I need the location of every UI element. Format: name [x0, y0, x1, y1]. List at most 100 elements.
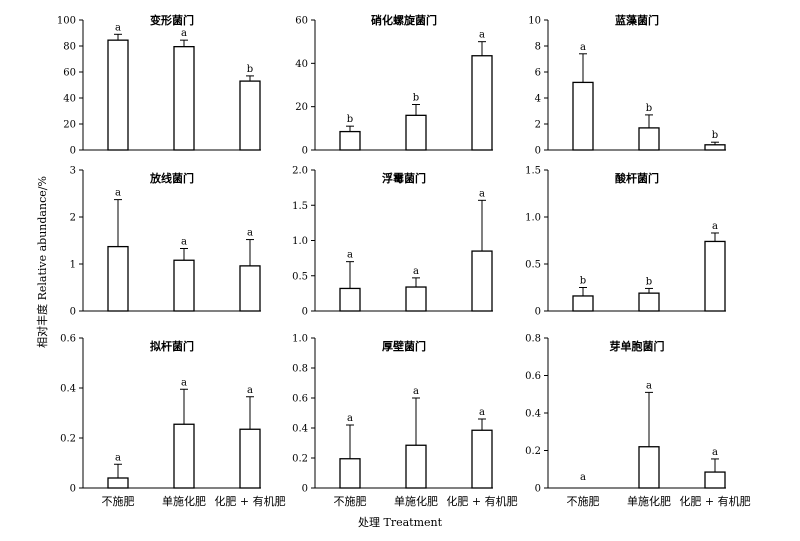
bar	[405, 114, 427, 151]
y-tick-label: 6	[535, 68, 541, 79]
panel-8: 0 0.2 0.4 0.6 0.8 1.0 厚壁菌门 a 不施肥 a 单施化肥 a 化肥 + 有机肥	[292, 334, 518, 509]
y-tick-label: 1.5	[292, 201, 308, 212]
panel-3: 0 2 4 6 8 10 蓝藻菌门 a b b	[528, 13, 726, 157]
panel-title: 拟杆菌门	[150, 339, 194, 353]
significance-letter: a	[115, 452, 121, 463]
significance-letter: a	[347, 413, 353, 424]
y-tick-label: 40	[63, 94, 76, 105]
y-tick-label: 4	[535, 94, 541, 105]
significance-letter: a	[413, 386, 419, 397]
y-tick-label: 0	[70, 146, 76, 157]
category-label: 不施肥	[567, 495, 600, 508]
significance-letter: a	[479, 30, 485, 41]
y-tick-label: 8	[535, 42, 541, 53]
y-tick-label: 0.8	[525, 334, 541, 345]
panel-5: 0 0.5 1.0 1.5 2.0 浮霉菌门 a a a	[292, 166, 493, 318]
panel-7: 0 0.2 0.4 0.6 拟杆菌门 a 不施肥 a 单施化肥 a 化肥 + 有机肥	[60, 334, 286, 509]
y-tick-label: 1	[70, 260, 76, 271]
bar	[704, 471, 726, 489]
y-tick-label: 20	[63, 120, 76, 131]
significance-letter: b	[247, 64, 253, 75]
y-tick-label: 1.0	[292, 236, 308, 247]
y-tick-label: 0.6	[60, 334, 76, 345]
bar	[638, 292, 660, 312]
bar	[107, 39, 129, 151]
bar	[173, 259, 195, 312]
significance-letter: a	[712, 221, 718, 232]
bar	[638, 127, 660, 151]
significance-letter: a	[247, 228, 253, 239]
bar	[107, 245, 129, 312]
y-tick-label: 0.6	[525, 371, 541, 382]
category-label: 不施肥	[102, 495, 135, 508]
bar	[339, 287, 361, 312]
panel-title: 放线菌门	[149, 171, 194, 185]
y-tick-label: 0.4	[292, 424, 308, 435]
y-tick-label: 0.2	[525, 446, 541, 457]
y-tick-label: 0	[70, 484, 76, 495]
y-tick-label: 20	[295, 102, 308, 113]
y-tick-label: 0	[535, 307, 541, 318]
y-tick-label: 0.5	[525, 260, 541, 271]
significance-letter: b	[646, 103, 652, 114]
y-tick-label: 60	[295, 16, 308, 27]
significance-letter: a	[181, 377, 187, 388]
panel-title: 变形菌门	[150, 13, 194, 27]
panel-4: 0 1 2 3 放线菌门 a a a	[70, 166, 261, 318]
significance-letter: a	[712, 447, 718, 458]
y-tick-label: 40	[295, 59, 308, 70]
panel-title: 芽单胞菌门	[610, 339, 665, 353]
category-label: 单施化肥	[627, 494, 671, 508]
category-label: 化肥 + 有机肥	[679, 494, 750, 508]
category-label: 化肥 + 有机肥	[446, 494, 517, 508]
bar	[339, 458, 361, 489]
y-tick-label: 2	[70, 213, 76, 224]
bar	[239, 428, 261, 489]
category-label: 单施化肥	[162, 494, 206, 508]
y-tick-label: 1.0	[525, 213, 541, 224]
y-tick-label: 0	[302, 484, 308, 495]
bar	[471, 55, 493, 151]
y-tick-label: 0	[535, 146, 541, 157]
bar	[173, 46, 195, 151]
significance-letter: a	[115, 22, 121, 33]
panel-title: 蓝藻菌门	[615, 13, 659, 27]
significance-letter: a	[479, 407, 485, 418]
y-tick-label: 0.4	[60, 384, 76, 395]
y-tick-label: 80	[63, 42, 76, 53]
y-tick-label: 2.0	[292, 166, 308, 177]
y-tick-label: 0	[302, 307, 308, 318]
panel-title: 浮霉菌门	[382, 171, 426, 185]
x-axis-label: 处理 Treatment	[358, 516, 443, 529]
bar	[572, 295, 594, 312]
y-tick-label: 0	[70, 307, 76, 318]
panel-2: 0 20 40 60 硝化螺旋菌门 b b a	[295, 13, 493, 157]
y-tick-label: 0.4	[525, 409, 541, 420]
category-label: 不施肥	[334, 495, 367, 508]
significance-letter: b	[580, 276, 586, 287]
bar	[239, 265, 261, 312]
y-tick-label: 1.5	[525, 166, 541, 177]
y-tick-label: 3	[70, 166, 76, 177]
y-tick-label: 0.8	[292, 364, 308, 375]
significance-letter: a	[479, 188, 485, 199]
y-tick-label: 100	[57, 16, 76, 27]
bar	[339, 130, 361, 151]
panel-title: 硝化螺旋菌门	[371, 13, 437, 27]
significance-letter: a	[181, 28, 187, 39]
y-tick-label: 0.6	[292, 394, 308, 405]
y-tick-label: 0.2	[292, 454, 308, 465]
bar	[704, 144, 726, 151]
y-axis-label: 相对丰度 Relative abundance/%	[35, 176, 49, 348]
y-tick-label: 0	[302, 146, 308, 157]
bar	[471, 250, 493, 312]
y-tick-label: 0	[535, 484, 541, 495]
significance-letter: b	[712, 130, 718, 141]
panel-title: 酸杆菌门	[615, 171, 659, 185]
significance-letter: a	[347, 250, 353, 261]
significance-letter: b	[347, 114, 353, 125]
bar	[704, 240, 726, 312]
significance-letter: b	[646, 276, 652, 287]
